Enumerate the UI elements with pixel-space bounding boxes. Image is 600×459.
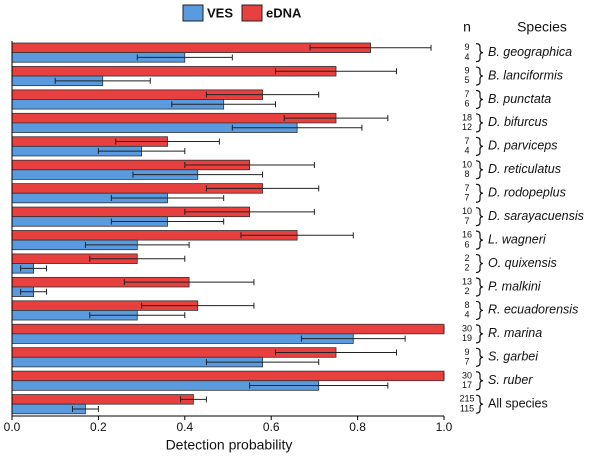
n-label: 13 xyxy=(462,277,472,287)
n-label: 18 xyxy=(462,112,472,122)
n-header: n xyxy=(463,19,471,35)
x-tick-label: 0.8 xyxy=(349,420,366,434)
brace xyxy=(475,136,484,156)
n-label: 8 xyxy=(464,300,469,310)
legend-swatch xyxy=(241,4,263,22)
n-label: 19 xyxy=(462,333,472,343)
bar xyxy=(11,323,445,335)
n-label: 16 xyxy=(462,230,472,240)
legend-label: VES xyxy=(207,5,233,20)
category-label: D. rodopeplus xyxy=(488,186,566,200)
n-label: 7 xyxy=(464,356,469,366)
n-label: 4 xyxy=(464,310,469,320)
x-tick-label: 1.0 xyxy=(436,420,453,434)
n-label: 6 xyxy=(464,239,469,249)
category-label: B. geographica xyxy=(488,45,572,59)
n-label: 7 xyxy=(464,89,469,99)
n-label: 7 xyxy=(464,183,469,193)
category-label: S. ruber xyxy=(488,373,533,387)
n-label: 10 xyxy=(462,206,472,216)
n-label: 12 xyxy=(462,122,472,132)
brace xyxy=(475,300,484,321)
bar xyxy=(11,394,194,405)
legend-label: eDNA xyxy=(266,5,302,20)
category-label: D. sarayacuensis xyxy=(488,209,584,223)
category-label: D. parviceps xyxy=(488,139,557,153)
x-axis-label: Detection probability xyxy=(166,437,293,453)
category-label: D. bifurcus xyxy=(488,115,548,129)
legend-swatch xyxy=(182,4,204,22)
n-label: 30 xyxy=(462,323,472,333)
brace xyxy=(475,371,484,391)
brace xyxy=(475,160,484,180)
brace xyxy=(475,230,484,250)
category-label: All species xyxy=(488,396,548,410)
brace xyxy=(475,43,484,63)
n-label: 8 xyxy=(464,169,469,179)
n-label: 7 xyxy=(464,192,469,202)
category-label: D. reticulatus xyxy=(488,162,561,176)
n-label: 9 xyxy=(464,347,469,357)
brace xyxy=(475,253,484,274)
brace xyxy=(475,183,484,203)
brace xyxy=(475,113,484,133)
n-label: 6 xyxy=(464,99,469,109)
x-tick-label: 0.0 xyxy=(4,420,21,434)
n-label: 5 xyxy=(464,75,469,85)
bar xyxy=(11,370,445,382)
n-label: 9 xyxy=(464,42,469,52)
brace xyxy=(475,347,484,367)
category-label: P. malkini xyxy=(488,279,542,293)
category-label: R. marina xyxy=(488,326,542,340)
category-label: B. lanciformis xyxy=(488,68,563,82)
n-label: 2 xyxy=(464,286,469,296)
x-tick-label: 0.6 xyxy=(263,420,280,434)
n-label: 2 xyxy=(464,253,469,263)
category-label: L. wagneri xyxy=(488,232,547,246)
n-label: 4 xyxy=(464,146,469,156)
n-label: 17 xyxy=(462,380,472,390)
n-label: 7 xyxy=(464,136,469,146)
category-label: S. garbei xyxy=(488,350,539,364)
brace xyxy=(475,89,484,110)
n-label: 4 xyxy=(464,52,469,62)
species-header: Species xyxy=(517,19,567,35)
n-label: 9 xyxy=(464,66,469,76)
n-label: 2 xyxy=(464,263,469,273)
brace xyxy=(475,66,484,86)
n-label: 7 xyxy=(464,216,469,226)
x-tick-label: 0.4 xyxy=(176,420,193,434)
brace xyxy=(475,324,484,344)
category-label: R. ecuadorensis xyxy=(488,303,578,317)
n-label: 215 xyxy=(459,394,474,404)
n-label: 115 xyxy=(460,403,474,413)
x-tick-label: 0.2 xyxy=(90,420,107,434)
category-label: O. quixensis xyxy=(488,256,557,270)
brace xyxy=(475,394,484,414)
n-label: 30 xyxy=(462,370,472,380)
brace xyxy=(475,207,484,227)
brace xyxy=(475,277,484,297)
n-label: 10 xyxy=(462,159,472,169)
category-label: B. punctata xyxy=(488,92,551,106)
